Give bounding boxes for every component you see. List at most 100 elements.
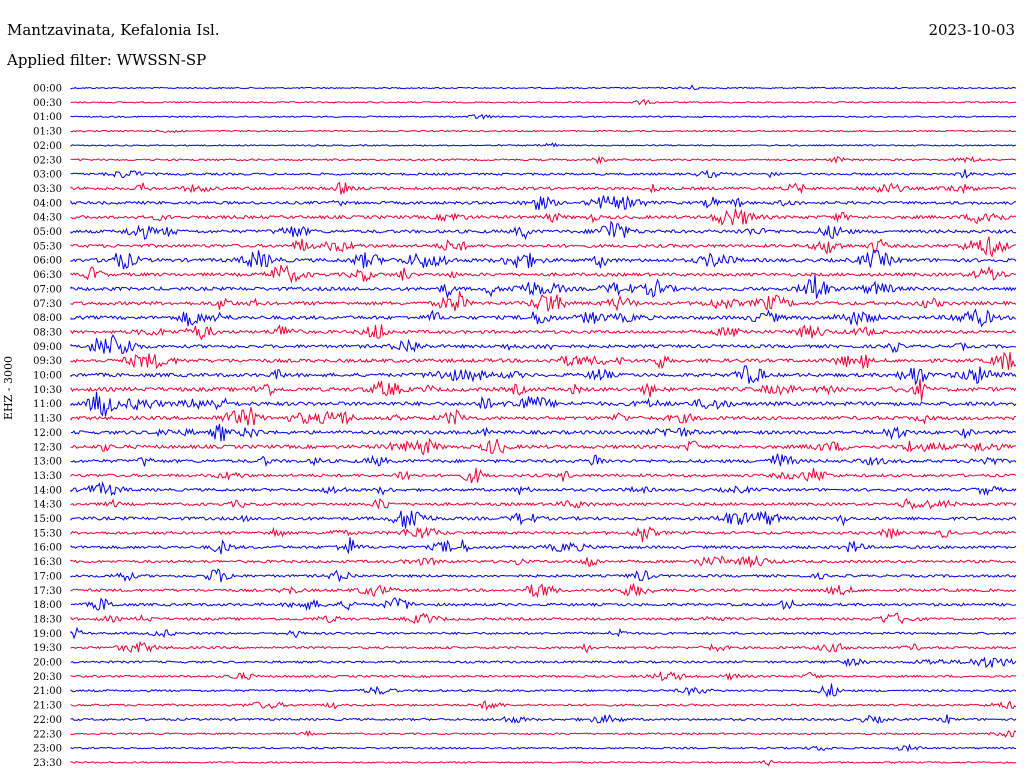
time-tick-label: 09:30 <box>33 356 62 367</box>
seismic-trace <box>70 208 1017 226</box>
time-tick-label: 11:00 <box>33 399 62 410</box>
seismic-trace <box>70 759 1017 767</box>
seismic-trace <box>70 583 1016 599</box>
seismic-trace <box>70 656 1017 668</box>
time-tick-label: 10:00 <box>33 371 62 382</box>
time-tick-label: 07:30 <box>33 299 62 310</box>
time-tick-label: 12:00 <box>33 428 62 439</box>
seismic-trace <box>70 480 1017 497</box>
time-tick-label: 19:30 <box>33 643 62 654</box>
time-tick-label: 13:30 <box>33 471 62 482</box>
seismic-trace <box>70 274 1017 300</box>
seismic-trace <box>70 699 1017 711</box>
seismic-trace <box>70 626 1017 640</box>
seismic-trace <box>70 365 1017 386</box>
time-tick-label: 20:00 <box>33 658 62 669</box>
time-tick-label: 15:00 <box>33 514 62 525</box>
seismic-trace <box>70 334 1017 354</box>
seismic-trace <box>70 181 1017 195</box>
seismic-trace <box>70 730 1017 738</box>
seismic-trace <box>70 407 1017 426</box>
time-tick-label: 20:30 <box>33 672 62 683</box>
seismic-trace <box>70 169 1017 179</box>
time-tick-label: 17:00 <box>33 571 62 582</box>
seismic-trace <box>70 113 1017 120</box>
time-tick-label: 03:30 <box>33 184 62 195</box>
seismic-trace <box>70 142 1017 148</box>
time-tick-label: 06:30 <box>33 270 62 281</box>
time-tick-label: 19:00 <box>33 629 62 640</box>
seismic-trace <box>70 155 1017 165</box>
seismic-trace <box>70 84 1017 91</box>
seismic-trace <box>70 683 1017 698</box>
time-tick-label: 00:30 <box>33 98 62 109</box>
seismic-trace <box>70 554 1017 568</box>
time-tick-label: 22:30 <box>33 729 62 740</box>
seismic-trace <box>70 714 1017 724</box>
time-tick-label: 14:00 <box>33 485 62 496</box>
seismic-trace <box>70 98 1017 106</box>
seismic-trace <box>70 467 1017 484</box>
seismic-trace <box>70 526 1017 543</box>
time-tick-label: 06:00 <box>33 256 62 267</box>
seismic-trace <box>70 670 1017 682</box>
time-tick-label: 04:00 <box>33 198 62 209</box>
time-tick-label: 11:30 <box>33 414 62 425</box>
time-tick-label: 05:00 <box>33 227 62 238</box>
seismic-trace <box>70 236 1017 258</box>
time-tick-label: 15:30 <box>33 528 62 539</box>
seismic-trace <box>70 423 1017 442</box>
time-tick-label: 23:30 <box>33 758 62 769</box>
seismic-trace <box>70 597 1017 612</box>
time-tick-label: 17:30 <box>33 586 62 597</box>
time-tick-label: 02:30 <box>33 155 62 166</box>
seismic-trace <box>70 220 1017 241</box>
seismic-trace <box>70 453 1017 468</box>
seismic-trace <box>70 391 1017 417</box>
seismic-trace <box>70 437 1017 456</box>
seismic-trace <box>70 308 1017 328</box>
seismic-trace <box>70 324 1017 341</box>
time-tick-label: 00:00 <box>33 84 62 95</box>
applied-filter: Applied filter: WWSSN-SP <box>7 51 207 69</box>
seismic-trace <box>70 378 1017 401</box>
time-tick-label: 22:00 <box>33 715 62 726</box>
record-date: 2023-10-03 <box>928 21 1015 39</box>
seismic-trace <box>70 743 1016 753</box>
seismic-trace <box>70 351 1017 370</box>
time-tick-label: 21:00 <box>33 686 62 697</box>
time-tick-label: 13:00 <box>33 457 62 468</box>
time-tick-label: 09:00 <box>33 342 62 353</box>
time-tick-label: 08:30 <box>33 327 62 338</box>
station-title: Mantzavinata, Kefalonia Isl. <box>7 21 220 39</box>
time-tick-label: 21:30 <box>33 701 62 712</box>
time-tick-label: 05:30 <box>33 241 62 252</box>
time-tick-label: 04:30 <box>33 213 62 224</box>
time-tick-label: 02:00 <box>33 141 62 152</box>
time-tick-label: 01:00 <box>33 112 62 123</box>
seismic-trace <box>70 640 1017 654</box>
time-tick-label: 01:30 <box>33 127 62 138</box>
seismic-trace <box>70 568 1017 583</box>
time-tick-label: 14:30 <box>33 500 62 511</box>
time-tick-label: 08:00 <box>33 313 62 324</box>
seismic-trace <box>70 195 1017 210</box>
seismic-trace <box>70 612 1017 625</box>
time-tick-label: 16:30 <box>33 557 62 568</box>
time-tick-label: 03:00 <box>33 170 62 181</box>
seismic-trace <box>70 249 1017 270</box>
seismic-trace <box>70 537 1017 555</box>
time-tick-label: 18:00 <box>33 600 62 611</box>
time-tick-label: 07:00 <box>33 284 62 295</box>
seismic-trace <box>70 510 1017 529</box>
time-tick-label: 18:30 <box>33 614 62 625</box>
time-tick-label: 10:30 <box>33 385 62 396</box>
seismic-trace <box>70 291 1017 312</box>
seismic-trace <box>70 129 1017 134</box>
time-tick-label: 23:00 <box>33 744 62 755</box>
time-tick-label: 16:00 <box>33 543 62 554</box>
seismic-trace <box>70 497 1017 510</box>
time-tick-label: 12:30 <box>33 442 62 453</box>
seismic-trace <box>70 264 1017 284</box>
